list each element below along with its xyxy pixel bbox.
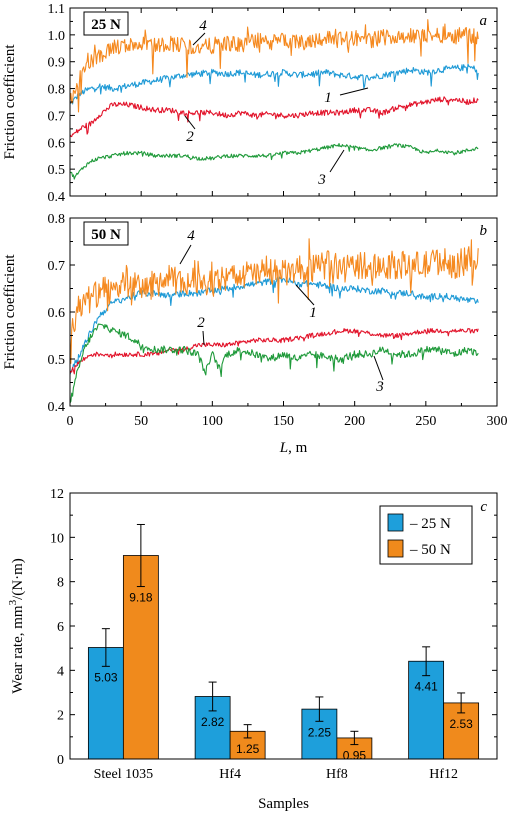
bar-value-label: 0.95: [343, 749, 367, 763]
y-tick-label-c: 10: [50, 531, 64, 546]
y-tick-label-b: 0.4: [48, 400, 66, 415]
load-label-a: 25 N: [91, 17, 121, 33]
y-axis-title-c: Wear rate, mm3/(N·m): [7, 558, 26, 694]
y-tick-label-a: 1.1: [48, 2, 66, 17]
bar-value-label: 4.41: [414, 680, 438, 694]
curve-label-a-3: 3: [317, 172, 326, 188]
y-tick-label-a: 0.8: [48, 83, 66, 98]
series-line-a-3: [69, 142, 479, 180]
series-line-b-4: [69, 238, 479, 364]
x-tick-label-b: 100: [202, 414, 223, 429]
x-tick-label-b: 0: [67, 414, 74, 429]
curve-label-b-4: 4: [187, 228, 195, 244]
load-label-box-a: [83, 11, 129, 36]
curve-leader-b-4: [179, 244, 192, 265]
panel-letter-b: b: [480, 223, 488, 239]
curve-leader-a-4: [192, 32, 206, 46]
panel-a-friction-25n: 0.4 0.5 0.6 0.7 0.8 0.9 1.0 1.1 Friction coeffic…: [2, 2, 498, 205]
curve-leader-a-1: [339, 87, 369, 96]
plot-frame-b: [69, 217, 498, 407]
y-tick-label-b: 0.7: [48, 259, 66, 274]
legend-label: – 50 N: [409, 542, 451, 558]
y-tick-label-c: 4: [57, 664, 64, 679]
curve-label-b-2: 2: [197, 315, 205, 331]
series-line-b-2: [69, 327, 479, 375]
curve-leader-b-1: [295, 284, 315, 306]
series-line-a-4: [69, 19, 479, 113]
y-tick-label-c: 8: [57, 576, 64, 591]
y-axis-title-b: Friction coefficient: [2, 254, 18, 370]
legend-label: – 25 N: [409, 516, 451, 532]
y-tick-label-b: 0.8: [48, 212, 66, 227]
x-axis-title-var: L: [279, 440, 288, 456]
curve-label-b-1: 1: [309, 305, 317, 321]
y-axis-title-a: Friction coefficient: [2, 44, 18, 160]
x-axis-title-unit: , m: [288, 440, 308, 456]
x-category-label: Steel 1035: [94, 767, 154, 782]
x-axis-title-c: Samples: [258, 796, 309, 812]
curve-label-a-2: 2: [186, 129, 194, 145]
panel-letter-a: a: [480, 13, 488, 29]
series-line-a-2: [69, 96, 479, 138]
x-category-label: Hf12: [429, 767, 458, 782]
bar-value-label: 2.82: [201, 715, 225, 729]
series-line-b-1: [69, 276, 479, 375]
load-label-box-b: [83, 221, 129, 246]
y-tick-label-b: 0.6: [48, 306, 66, 321]
curve-label-b-3: 3: [375, 379, 384, 395]
y-axis-title-sup: 3: [7, 599, 19, 605]
y-tick-label-a: 0.5: [48, 163, 66, 178]
y-tick-label-c: 0: [57, 753, 64, 768]
x-category-label: Hf4: [219, 767, 241, 782]
curve-leader-a-3: [329, 149, 345, 173]
curve-leader-b-3: [373, 355, 384, 381]
bar-value-label: 2.53: [449, 717, 473, 731]
y-tick-label-c: 6: [57, 620, 64, 635]
x-tick-label-b: 300: [487, 414, 508, 429]
y-tick-label-c: 12: [50, 487, 64, 502]
curve-label-a-1: 1: [324, 90, 332, 106]
bar-value-label: 1.25: [236, 742, 260, 756]
bar-value-label: 2.25: [308, 725, 332, 739]
series-line-b-3: [69, 323, 479, 404]
bar-hf12-25n: [408, 660, 445, 760]
panel-b-friction-50n: 0.4 0.5 0.6 0.7 0.8 0 50 100 150 200 250 300 L, m Fri…: [2, 212, 508, 456]
load-label-b: 50 N: [91, 227, 121, 243]
y-tick-label-b: 0.5: [48, 353, 66, 368]
curve-leader-a-2: [184, 115, 196, 130]
x-tick-label-b: 50: [134, 414, 148, 429]
x-tick-label-b: 200: [344, 414, 365, 429]
y-tick-label-a: 0.9: [48, 56, 66, 71]
y-tick-label-a: 0.4: [48, 190, 66, 205]
panel-c-wear-rate: 0 2 4 6 8 10 12 5.03 9.18 Steel 1035 2.82 1.25 Hf4 2.…: [7, 487, 498, 812]
x-tick-label-b: 250: [415, 414, 436, 429]
panel-letter-c: c: [480, 499, 487, 515]
x-tick-label-b: 150: [273, 414, 294, 429]
legend-swatch: [387, 539, 404, 558]
y-axis-title-base: Wear rate, mm: [10, 605, 26, 694]
y-tick-label-a: 0.7: [48, 109, 66, 124]
y-tick-label-c: 2: [57, 709, 64, 724]
series-line-a-1: [69, 63, 479, 105]
curve-label-a-4: 4: [199, 18, 207, 34]
bar-value-label: 9.18: [129, 591, 153, 605]
y-tick-label-a: 1.0: [48, 29, 66, 44]
curve-leader-b-2: [202, 330, 205, 346]
plot-frame-c: [69, 492, 498, 760]
x-category-label: Hf8: [326, 767, 348, 782]
y-axis-title-tail: /(N·m): [10, 558, 26, 600]
legend-swatch: [387, 513, 404, 532]
x-axis-title: L, m: [279, 440, 308, 456]
y-tick-label-a: 0.6: [48, 136, 66, 151]
bar-value-label: 5.03: [94, 670, 118, 684]
